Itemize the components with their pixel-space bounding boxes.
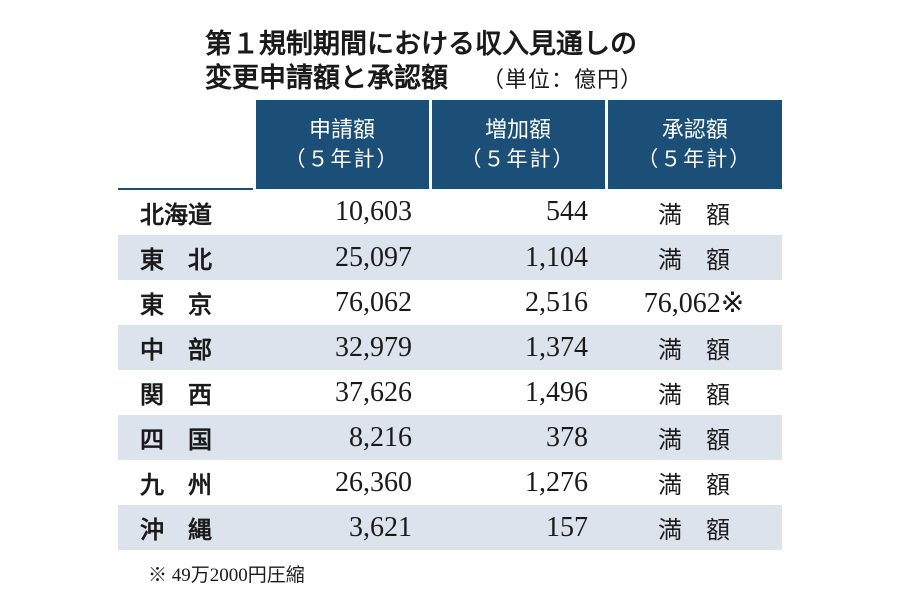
application-cell: 8,216 (254, 415, 430, 460)
header-increase-sub: （５年計） (460, 146, 576, 171)
region-cell: 沖 縄 (118, 505, 254, 550)
increase-cell: 1,276 (525, 466, 588, 498)
region-cell: 東 京 (140, 291, 212, 319)
region-cell: 四 国 (118, 415, 254, 460)
application-cell: 10,603 (335, 196, 412, 227)
title-line-2: 変更申請額と承認額 （単位：億円） (205, 62, 765, 98)
application-cell: 37,626 (335, 376, 412, 408)
revenue-table: 申請額 （５年計） 増加額 （５年計） 承認額 （５年計） 北海道 10,603… (118, 100, 782, 550)
title-line-2-text: 変更申請額と承認額 (205, 63, 448, 94)
table-row-tohoku: 東 北 25,097 1,104 満 額 (118, 235, 782, 280)
increase-cell: 157 (430, 505, 606, 550)
approved-cell: 満 額 (606, 235, 782, 280)
increase-cell: 544 (546, 196, 588, 227)
approved-cell: 満 額 (658, 200, 730, 229)
increase-cell: 378 (430, 415, 606, 460)
region-cell: 九 州 (140, 471, 212, 499)
table-row-okinawa: 沖 縄 3,621 157 満 額 (118, 505, 782, 550)
increase-cell: 1,496 (525, 376, 588, 408)
region-cell: 東 北 (118, 235, 254, 280)
title-line-1: 第１規制期間における収入見通しの (205, 29, 637, 60)
application-cell: 76,062 (335, 286, 412, 318)
header-application-main: 申請額 (308, 117, 375, 143)
approved-cell: 76,062※ (643, 287, 745, 319)
header-approved: 承認額 （５年計） (604, 100, 782, 189)
region-cell: 北海道 (140, 201, 212, 229)
application-cell: 3,621 (254, 505, 430, 550)
application-cell: 26,360 (335, 466, 412, 498)
header-approved-sub: （５年計） (637, 146, 753, 171)
approved-cell: 満 額 (658, 471, 730, 499)
increase-cell: 1,104 (430, 235, 606, 280)
header-increase-main: 増加額 (484, 117, 551, 143)
region-cell: 中 部 (118, 325, 254, 370)
header-approved-main: 承認額 (661, 117, 728, 143)
table-row-tokyo: 東 京 76,062 2,516 76,062※ (118, 280, 782, 325)
approved-cell: 満 額 (658, 381, 730, 409)
table-row-kansai: 関 西 37,626 1,496 満 額 (118, 370, 782, 415)
footnote: ※ 49万2000円圧縮 (148, 565, 305, 586)
application-cell: 25,097 (254, 235, 430, 280)
table-row-kyushu: 九 州 26,360 1,276 満 額 (118, 460, 782, 505)
table-row-hokkaido: 北海道 10,603 544 満 額 (118, 189, 782, 235)
increase-cell: 1,374 (430, 325, 606, 370)
title-block: 第１規制期間における収入見通しの 変更申請額と承認額 （単位：億円） (205, 28, 765, 98)
header-application: 申請額 （５年計） (252, 100, 430, 189)
table-row-chubu: 中 部 32,979 1,374 満 額 (118, 325, 782, 370)
region-cell: 関 西 (140, 381, 212, 409)
revenue-table-container: 申請額 （５年計） 増加額 （５年計） 承認額 （５年計） 北海道 10,603… (118, 100, 782, 550)
application-cell: 32,979 (254, 325, 430, 370)
header-application-sub: （５年計） (284, 146, 400, 171)
header-increase: 増加額 （５年計） (428, 100, 606, 189)
unit-note: （単位：億円） (482, 68, 644, 93)
approved-cell: 満 額 (606, 415, 782, 460)
header-blank-cell (118, 100, 254, 190)
increase-cell: 2,516 (525, 286, 588, 318)
table-row-shikoku: 四 国 8,216 378 満 額 (118, 415, 782, 460)
approved-cell: 満 額 (606, 325, 782, 370)
approved-cell: 満 額 (606, 505, 782, 550)
header-row: 申請額 （５年計） 増加額 （５年計） 承認額 （５年計） (118, 100, 782, 190)
